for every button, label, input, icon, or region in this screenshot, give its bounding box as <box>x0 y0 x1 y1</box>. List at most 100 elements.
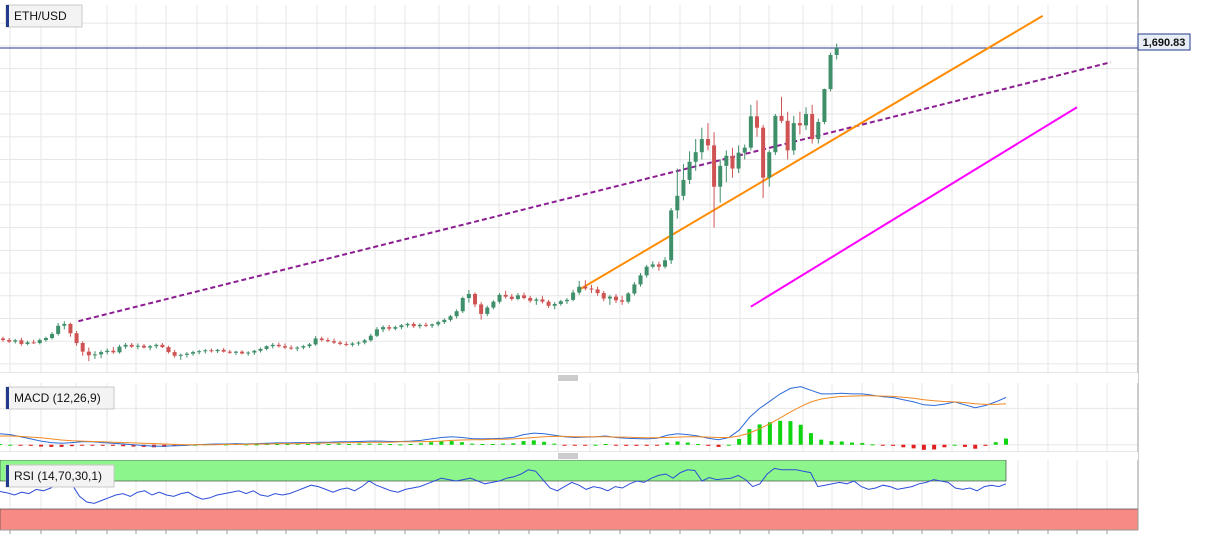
macd-histogram-bar <box>798 424 803 445</box>
candle-body <box>344 343 349 345</box>
macd-title-box: MACD (12,26,9) <box>5 386 115 410</box>
macd-histogram-bar <box>552 443 557 445</box>
macd-histogram-bar <box>870 444 875 446</box>
macd-histogram-bar <box>531 440 536 445</box>
macd-histogram-bar <box>932 444 937 450</box>
candle-body <box>767 152 772 178</box>
candle-body <box>264 346 269 349</box>
candle-body <box>828 54 833 90</box>
candle-body <box>754 116 759 128</box>
macd-histogram-bar <box>542 441 547 445</box>
macd-histogram-bar <box>429 442 434 445</box>
candle-body <box>141 345 146 348</box>
macd-histogram-bar <box>850 442 855 445</box>
candle-body <box>718 165 723 187</box>
candle-body <box>215 349 220 352</box>
candle-body <box>313 338 318 345</box>
candle-body <box>178 354 183 356</box>
macd-histogram-bar <box>901 444 906 448</box>
candle-body <box>503 294 508 297</box>
candle-body <box>705 139 710 146</box>
candle-body <box>804 114 809 126</box>
candle-body <box>712 145 717 187</box>
candle-body <box>129 344 134 347</box>
candle-body <box>589 288 594 290</box>
macd-histogram-bar <box>583 444 588 446</box>
macd-histogram-bar <box>860 442 865 445</box>
candle-body <box>417 324 422 327</box>
candle-body <box>528 298 533 301</box>
candle-body <box>546 301 551 306</box>
macd-histogram-bar <box>696 444 701 446</box>
candle-body <box>172 352 177 356</box>
macd-histogram-bar <box>634 444 639 446</box>
candle-body <box>638 275 643 285</box>
candle-body <box>1 338 5 341</box>
candle-body <box>736 152 741 169</box>
macd-histogram-bar <box>644 444 649 446</box>
macd-histogram-bar <box>336 443 341 445</box>
macd-histogram-bar <box>983 444 988 446</box>
candle-body <box>86 351 91 356</box>
candle-body <box>791 123 796 151</box>
candle-body <box>558 301 563 304</box>
candle-body <box>68 323 73 334</box>
macd-histogram-bar <box>829 441 834 445</box>
candle-body <box>607 296 612 299</box>
candle-body <box>154 344 159 347</box>
candle-body <box>111 350 116 353</box>
candle-body <box>834 48 839 55</box>
price-title-box: ETH/USD <box>5 4 83 28</box>
macd-histogram-bar <box>28 444 33 446</box>
candle-body <box>332 341 337 343</box>
candle-body <box>117 346 122 353</box>
macd-histogram-bar <box>193 444 198 446</box>
candle-body <box>448 316 453 320</box>
macd-histogram-bar <box>665 442 670 445</box>
rsi-line <box>0 467 1007 504</box>
macd-histogram-bar <box>367 443 372 445</box>
candle-body <box>307 344 312 347</box>
candle-body <box>374 329 379 336</box>
candle-body <box>381 327 386 330</box>
candle-body <box>595 289 600 294</box>
rsi-overbought-zone <box>0 459 1007 482</box>
candle-body <box>552 303 557 306</box>
candle-body <box>656 264 661 267</box>
macd-histogram-bar <box>521 441 526 445</box>
candle-body <box>325 340 330 342</box>
signal-line <box>0 395 1007 446</box>
candle-body <box>197 351 202 353</box>
candle-body <box>295 347 300 349</box>
macd-histogram-bar <box>737 438 742 445</box>
candle-body <box>810 114 815 140</box>
candle-body <box>393 327 398 329</box>
candle-body <box>675 195 680 211</box>
candle-body <box>399 325 404 328</box>
candle-body <box>105 350 110 353</box>
candle-body <box>289 347 294 349</box>
last-price-label: 1,690.83 <box>1143 37 1186 49</box>
macd-histogram-bar <box>18 444 23 446</box>
panel-separator-1[interactable] <box>0 373 1138 383</box>
macd-histogram-bar <box>716 444 721 447</box>
macd-histogram-bar <box>254 444 259 446</box>
macd-histogram-bar <box>80 444 85 446</box>
candle-body <box>166 347 171 353</box>
candle-body <box>822 89 827 122</box>
macd-histogram-bar <box>90 444 95 446</box>
macd-title: MACD (12,26,9) <box>14 391 101 405</box>
macd-histogram-bar <box>511 443 516 445</box>
candle-body <box>270 344 275 347</box>
macd-histogram-bar <box>377 443 382 445</box>
candle-body <box>411 323 416 327</box>
macd-histogram-bar <box>69 444 74 447</box>
candle-body <box>135 345 140 347</box>
candle-body <box>577 286 582 293</box>
panel-separator-2[interactable] <box>0 452 1138 460</box>
price-title: ETH/USD <box>14 9 67 23</box>
candle-body <box>56 325 61 334</box>
macd-histogram-bar <box>613 444 618 446</box>
macd-histogram-bar <box>480 444 485 446</box>
